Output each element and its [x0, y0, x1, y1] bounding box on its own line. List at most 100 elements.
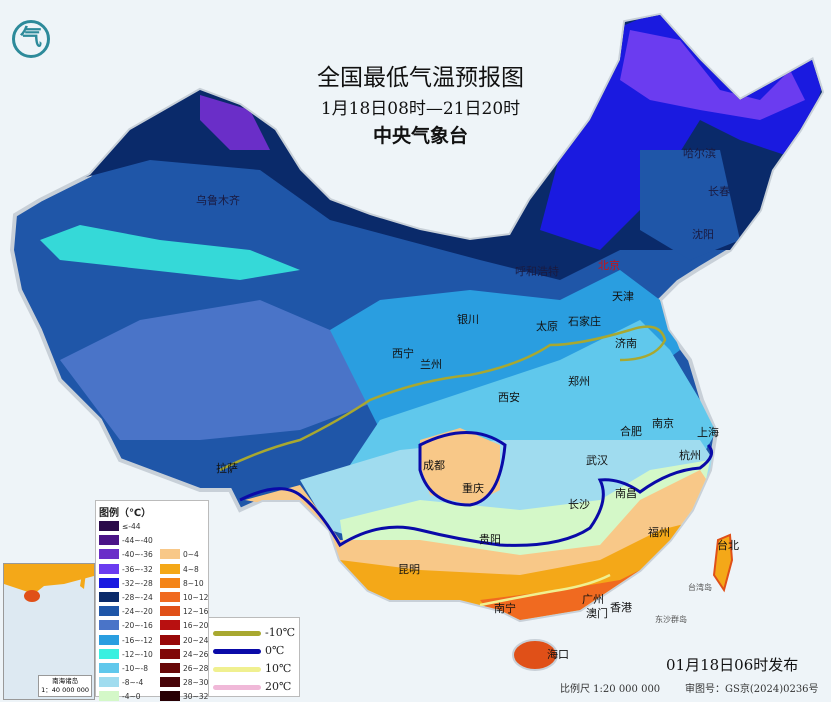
- city-label: 长春: [708, 185, 730, 198]
- isotherm-swatch: [213, 667, 261, 672]
- city-label: 沈阳: [692, 228, 714, 241]
- legend-swatch: [99, 563, 119, 574]
- city-label: 昆明: [398, 563, 420, 576]
- city-label: 石家庄: [568, 315, 601, 328]
- city-label: 银川: [457, 313, 479, 326]
- legend-swatch: [99, 620, 119, 631]
- legend-label: -8~-4: [122, 678, 144, 688]
- legend-label: -20~-16: [122, 621, 153, 631]
- isotherm-label: 0℃: [265, 644, 285, 657]
- city-label: 拉萨: [216, 462, 238, 475]
- city-label: 贵阳: [479, 533, 501, 546]
- city-label: 武汉: [586, 454, 608, 467]
- legend-label: 20~24: [183, 635, 209, 645]
- legend-label: 28~30: [183, 678, 209, 688]
- city-label: 杭州: [679, 449, 701, 462]
- legend-label: -44~-40: [122, 536, 153, 546]
- city-label: 海口: [547, 648, 569, 661]
- legend-label: 10~12: [183, 593, 209, 602]
- legend-label: 24~26: [183, 649, 209, 659]
- legend-label: -10~-8: [122, 664, 149, 673]
- city-label: 北京: [598, 259, 620, 272]
- isotherm-0c-sichuan: [418, 431, 507, 507]
- legend-swatch: [160, 592, 180, 602]
- issuer: 中央气象台: [372, 125, 468, 147]
- taiwan-island: [712, 533, 734, 593]
- legend-swatch: [160, 620, 180, 631]
- legend-label: 26~28: [183, 664, 209, 673]
- city-label: 呼和浩特: [515, 265, 559, 278]
- legend-label: 0~4: [183, 550, 199, 560]
- legend-swatch: [99, 606, 119, 617]
- city-label: 天津: [612, 290, 634, 303]
- isotherm-label: 10℃: [265, 662, 292, 675]
- inset-map: [4, 564, 94, 602]
- legend-swatch: [160, 677, 180, 688]
- legend-swatch: [99, 648, 119, 659]
- isotherm-swatch: [213, 631, 261, 636]
- legend-label: 30~32: [183, 692, 209, 702]
- isotherm-label: -10℃: [265, 626, 296, 639]
- legend-swatch: [160, 648, 180, 659]
- city-label: 福州: [648, 526, 670, 539]
- legend-label: 4~8: [183, 564, 199, 574]
- city-label: 合肥: [620, 425, 642, 438]
- legend-label: -4~0: [122, 692, 141, 702]
- legend-swatch: [99, 663, 119, 673]
- inset-caption: 南海诸岛 1：40 000 000: [38, 675, 92, 697]
- legend-swatch: [160, 634, 180, 645]
- legend-label: 12~16: [183, 607, 209, 617]
- legend-swatch: [160, 563, 180, 574]
- city-label: 重庆: [462, 482, 484, 495]
- review-number: 审图号：GS京(2024)0236号: [685, 684, 819, 695]
- isotherm-swatch: [213, 685, 261, 690]
- legend-label: -40~-36: [122, 550, 153, 560]
- legend-title: 图例（℃）: [99, 508, 152, 519]
- legend-label: -24~-20: [122, 607, 153, 617]
- legend-swatch: [99, 521, 119, 531]
- legend-label: -12~-10: [122, 649, 153, 659]
- legend-swatch: [99, 592, 119, 602]
- city-label: 澳门: [586, 607, 608, 620]
- inset-scale: 1：40 000 000: [41, 686, 89, 694]
- south-china-sea-inset: 南海诸岛 1：40 000 000: [3, 563, 95, 700]
- legend-swatch: [160, 606, 180, 617]
- isotherm-legend: -10℃ 0℃ 10℃ 20℃: [208, 617, 300, 697]
- map-scale: 比例尺 1:20 000 000: [560, 684, 661, 695]
- color-legend: 图例（℃） ≤-44 -44~-40 -40~-36 -36~-32 -32~-28 -2…: [95, 500, 209, 702]
- island-label: 台湾岛: [688, 583, 712, 592]
- city-label: 西宁: [392, 347, 414, 360]
- isotherm-label: 20℃: [265, 680, 292, 693]
- legend-label: -36~-32: [122, 564, 153, 574]
- legend-label: -32~-28: [122, 578, 153, 588]
- legend-swatch: [160, 691, 180, 702]
- legend-swatch: [99, 535, 119, 546]
- legend-label: 16~20: [183, 621, 209, 631]
- city-label: 台北: [717, 539, 739, 552]
- city-label: 上海: [697, 426, 719, 439]
- legend-swatch: [160, 663, 180, 673]
- city-label: 成都: [423, 459, 445, 472]
- legend-swatch: [160, 549, 180, 560]
- city-label: 南京: [652, 417, 674, 430]
- city-label: 西安: [498, 391, 520, 404]
- isotherm-swatch: [213, 649, 261, 654]
- city-label: 香港: [610, 601, 632, 614]
- cma-logo: 气: [12, 20, 50, 58]
- isotherm-minus10c: [219, 325, 667, 472]
- legend-swatch: [160, 577, 180, 588]
- legend-label: ≤-44: [122, 522, 141, 531]
- legend-swatch: [99, 691, 119, 702]
- forecast-period: 1月18日08时—21日20时: [320, 99, 521, 119]
- city-label: 济南: [615, 337, 637, 350]
- island-label: 东沙群岛: [655, 615, 687, 624]
- map-title: 全国最低气温预报图: [317, 65, 524, 91]
- legend-swatch: [99, 549, 119, 560]
- city-label: 太原: [536, 320, 558, 333]
- isotherm-10c: [479, 573, 611, 607]
- city-label: 长沙: [568, 498, 590, 511]
- isotherm-0c: [239, 443, 714, 548]
- legend-swatch: [99, 634, 119, 645]
